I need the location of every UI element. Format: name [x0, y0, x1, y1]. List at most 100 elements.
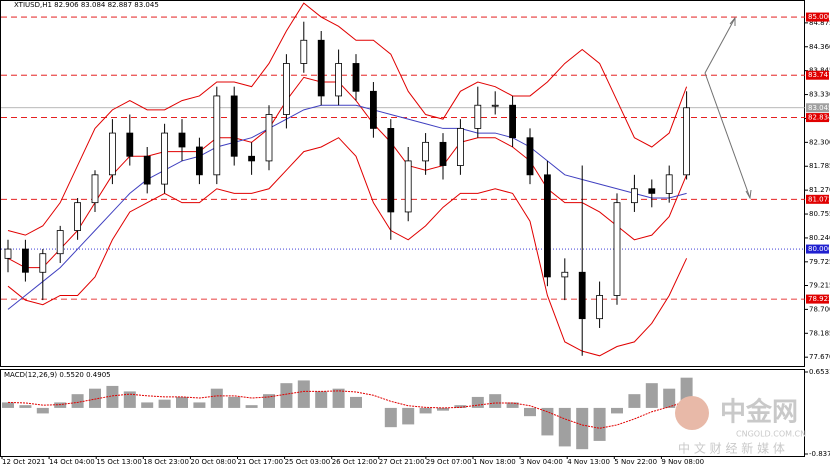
logo: 中金网 [720, 397, 798, 428]
level-tag [806, 103, 829, 113]
x-tick-label: 1 Nov 18:00 [473, 458, 516, 466]
candle-body [282, 63, 290, 115]
candle-body [561, 271, 569, 278]
signal-line [7, 390, 687, 429]
y-tick-label: 81.785 [809, 162, 830, 170]
x-tick-label: 4 Nov 13:00 [567, 458, 610, 466]
candle-body [143, 155, 151, 185]
macd-bar [158, 399, 171, 408]
domain: CNGOLD.COM.CN [736, 430, 806, 439]
macd-bar [332, 388, 345, 408]
x-tick-label: 5 Nov 22:00 [614, 458, 657, 466]
candle-body [648, 188, 656, 194]
y-tick-label: 79.215 [809, 281, 830, 289]
x-tick-label: 9 Nov 08:00 [661, 458, 704, 466]
x-tick-label: 15 Oct 13:00 [96, 458, 142, 466]
macd-bar [593, 407, 606, 441]
macd-bar [141, 402, 154, 408]
arrow [704, 17, 736, 74]
tagline: 中 文 财 经 新 媒 体 [678, 441, 785, 456]
candle-body [665, 174, 673, 194]
macd-bar [123, 391, 136, 408]
macd-bar [19, 405, 32, 408]
candle-body [474, 104, 482, 129]
x-tick-label: 25 Oct 03:00 [285, 458, 331, 466]
candle-body [544, 174, 551, 278]
macd-bar [210, 388, 223, 408]
macd-bar [524, 407, 536, 417]
y-tick-label: 81.270 [809, 186, 830, 194]
x-tick-label: 20 Oct 08:00 [190, 458, 236, 466]
macd-bar [576, 407, 589, 450]
x-tick-label: 29 Oct 07:00 [426, 458, 472, 466]
candle-body [300, 39, 308, 64]
y-tick-label: 80.755 [809, 210, 830, 218]
candle-body [161, 132, 169, 185]
macd-bar [402, 407, 415, 425]
header: XTIUSD,H1 82.906 83.084 82.887 83.045 [14, 1, 159, 9]
macd-bar [36, 407, 49, 414]
macd-bar [193, 402, 206, 408]
level-label: 85.000 [808, 13, 830, 21]
candle-body [213, 95, 221, 176]
macd-bar [297, 380, 310, 408]
indicator-line [7, 76, 688, 269]
level-tag [806, 12, 829, 22]
macd-bar [489, 394, 502, 408]
y-tick-label: 79.725 [809, 258, 830, 266]
candle-body [422, 141, 430, 162]
candle-body [74, 202, 81, 231]
candle-body [578, 271, 586, 320]
y-tick-label: 83.330 [809, 91, 830, 99]
macd-bar [245, 405, 258, 408]
level-label: 80.000 [808, 245, 830, 253]
candle-body [387, 128, 395, 213]
candle-body [613, 202, 621, 296]
macd-bar [437, 407, 449, 411]
macd-bar [89, 388, 101, 408]
macd-title: MACD(12,26,9) 0.5520 0.4905 [4, 371, 111, 379]
candle-body [195, 146, 203, 176]
x-tick-label: 26 Oct 12:00 [332, 458, 378, 466]
macd-bar [506, 402, 519, 408]
macd-bar [558, 407, 571, 447]
logo-icon [675, 396, 709, 430]
macd-bar [419, 407, 432, 414]
candle-body [56, 230, 64, 255]
indicator-line [7, 137, 688, 357]
candle-body [509, 104, 517, 139]
macd-bar [350, 396, 362, 408]
candle-body [596, 295, 603, 320]
macd-bar [645, 383, 658, 408]
macd-bar [106, 385, 119, 408]
indicator-line [7, 104, 687, 310]
arrow-head [729, 16, 736, 26]
candle-body [178, 132, 186, 148]
candle-body [230, 95, 238, 157]
x-tick-label: 14 Oct 04:00 [49, 458, 95, 466]
candle-body [369, 90, 377, 129]
y-tick-label: 83.845 [809, 67, 830, 75]
candle-body [631, 188, 638, 204]
candle-body [491, 104, 499, 107]
x-tick-label: 3 Nov 04:00 [520, 458, 563, 466]
arrow [704, 72, 751, 199]
x-tick-label: 21 Oct 17:00 [238, 458, 284, 466]
level-label: 83.747 [808, 71, 830, 79]
macd-bar [628, 394, 641, 408]
candle-body [4, 248, 12, 259]
y-tick-label: 77.670 [809, 353, 830, 361]
level-label: 81.072 [808, 195, 830, 203]
y-tick-label: 78.185 [809, 329, 830, 337]
macd-bar [454, 405, 467, 408]
y-tick-label: -0.8379 [809, 450, 830, 458]
macd-bar [2, 402, 14, 408]
candle-body [248, 155, 256, 162]
y-tick-label: 84.875 [809, 19, 830, 27]
macd-bar [71, 394, 84, 408]
candle-body [439, 141, 447, 166]
macd-bar [663, 388, 676, 408]
y-tick-label: 0.6531 [809, 368, 830, 376]
macd-bar [541, 407, 554, 436]
level-tag [806, 294, 829, 304]
